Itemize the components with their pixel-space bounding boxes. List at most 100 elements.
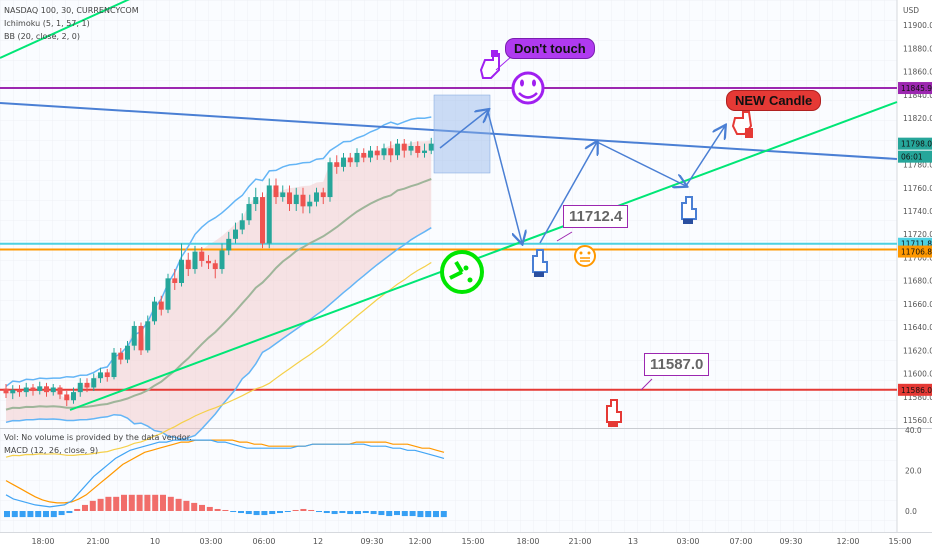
pointing-hand-icon[interactable] (532, 249, 548, 277)
projection-path-2[interactable] (487, 111, 522, 243)
bull-candle (192, 251, 198, 270)
macd-histogram-bar (199, 504, 205, 511)
macd-histogram-bar (175, 498, 182, 511)
macd-histogram-bar (316, 511, 322, 513)
new-candle-callout[interactable]: NEW Candle (726, 90, 822, 111)
macd-histogram-bar (27, 511, 34, 518)
bear-candle (3, 388, 9, 394)
green-trend-line-top[interactable] (0, 0, 132, 59)
bear-candle (334, 162, 340, 167)
clock-icon[interactable] (440, 250, 484, 294)
macd-histogram-bar (339, 511, 346, 514)
time-tick-label: 03:00 (676, 537, 699, 546)
pointing-hand-icon[interactable] (731, 111, 753, 138)
macd-histogram-bar (11, 511, 18, 518)
price-tick-label: 11620.0 (903, 346, 932, 355)
projection-path-5[interactable] (685, 126, 725, 187)
macd-histogram-bar (425, 511, 432, 518)
macd-histogram-bar (362, 511, 369, 514)
bull-candle (307, 201, 313, 207)
candles[interactable] (3, 137, 434, 407)
callout-leader (495, 55, 513, 71)
neutral-face-icon[interactable] (574, 245, 596, 267)
bull-candle (23, 387, 29, 393)
macd-histogram-bar (113, 496, 120, 511)
price-badge-label: 06:01 (901, 153, 923, 162)
pointing-hand-icon[interactable] (606, 399, 622, 427)
price-tick-label: 11660.0 (903, 300, 932, 309)
callout-leader (640, 378, 653, 391)
bull-candle (77, 382, 83, 393)
price-badge (898, 150, 932, 163)
time-tick-label: 21:00 (86, 537, 109, 546)
blue-trend-line[interactable] (0, 102, 898, 160)
macd-tick-label: 40.0 (905, 426, 922, 435)
bull-candle (179, 259, 184, 283)
price-tick-label: 11900.0 (903, 21, 932, 30)
projection-path[interactable] (439, 110, 488, 149)
time-tick-label: 12 (313, 537, 323, 546)
smiley-face-icon[interactable] (511, 71, 545, 105)
pointing-hand-icon[interactable] (681, 196, 697, 224)
bull-candle (293, 194, 299, 205)
macd-histogram-bar (105, 496, 112, 511)
dont-touch-callout[interactable]: Don't touch (505, 38, 595, 59)
macd-histogram-bar (82, 504, 88, 511)
macd-histogram-bar (269, 511, 276, 515)
macd-histogram-bar (97, 498, 104, 511)
macd-histogram-bar (167, 496, 174, 511)
bull-candle (233, 229, 238, 239)
bull-candle (422, 150, 427, 153)
price-scale-bg[interactable] (897, 0, 932, 532)
price-badge (898, 82, 932, 95)
bull-candle (10, 389, 16, 394)
time-tick-label: 21:00 (568, 537, 591, 546)
volume-note: Vol: No volume is provided by the data v… (4, 433, 192, 442)
projection-path-4[interactable] (596, 141, 686, 186)
price-tick-label: 11880.0 (903, 44, 932, 53)
price-callout-11587[interactable]: 11587.0 (644, 353, 710, 376)
bull-candle (145, 321, 151, 351)
bull-candle (327, 162, 333, 198)
pointing-hand-icon[interactable] (479, 50, 500, 79)
bb-legend[interactable]: BB (20, close, 2, 0) (4, 32, 80, 41)
macd-histogram-bar (401, 511, 408, 517)
bull-candle (266, 185, 272, 244)
time-tick-label: 12:00 (836, 537, 859, 546)
bear-candle (206, 260, 211, 264)
projection-path-3[interactable] (539, 142, 597, 244)
time-tick-label: 06:00 (252, 537, 275, 546)
bear-candle (320, 192, 326, 198)
callout-leader (556, 231, 573, 242)
bull-candle (341, 157, 346, 167)
symbol-title[interactable]: NASDAQ 100, 30, CURRENCYCOM (4, 6, 139, 15)
bear-candle (104, 372, 110, 378)
price-callout-11712[interactable]: 11712.4 (563, 205, 629, 228)
bull-candle (91, 378, 97, 388)
green-trend-line[interactable] (69, 101, 898, 411)
macd-histogram-bar (74, 508, 81, 511)
bb-lower-line (5, 227, 432, 440)
macd-histogram-bar (331, 511, 338, 515)
time-tick-label: 13 (628, 537, 638, 546)
ichimoku-legend[interactable]: Ichimoku (5, 1, 57, 1) (4, 19, 90, 28)
macd-histogram-bar (121, 494, 127, 511)
projection-box[interactable] (433, 94, 491, 174)
price-tick-label: 11840.0 (903, 91, 932, 100)
bull-candle (381, 148, 387, 156)
macd-histogram-bar (43, 511, 49, 518)
bear-candle (401, 143, 407, 151)
bull-candle (314, 192, 319, 202)
macd-legend[interactable]: MACD (12, 26, close, 9) (4, 446, 99, 455)
price-badge-label: 11711.8 (901, 240, 932, 249)
macd-histogram-bar (4, 511, 10, 518)
price-badge-label: 11706.8 (901, 248, 932, 257)
bear-candle (17, 389, 22, 393)
macd-histogram-bar (323, 511, 330, 514)
bb-upper-line (5, 116, 432, 387)
lagging-line (5, 261, 432, 458)
macd-histogram-bar (19, 511, 26, 518)
time-axis[interactable]: 18:00 21:00 10 03:00 06:00 12 09:30 12:00 15:00 1… (31, 537, 911, 546)
macd-pane[interactable] (4, 439, 447, 518)
